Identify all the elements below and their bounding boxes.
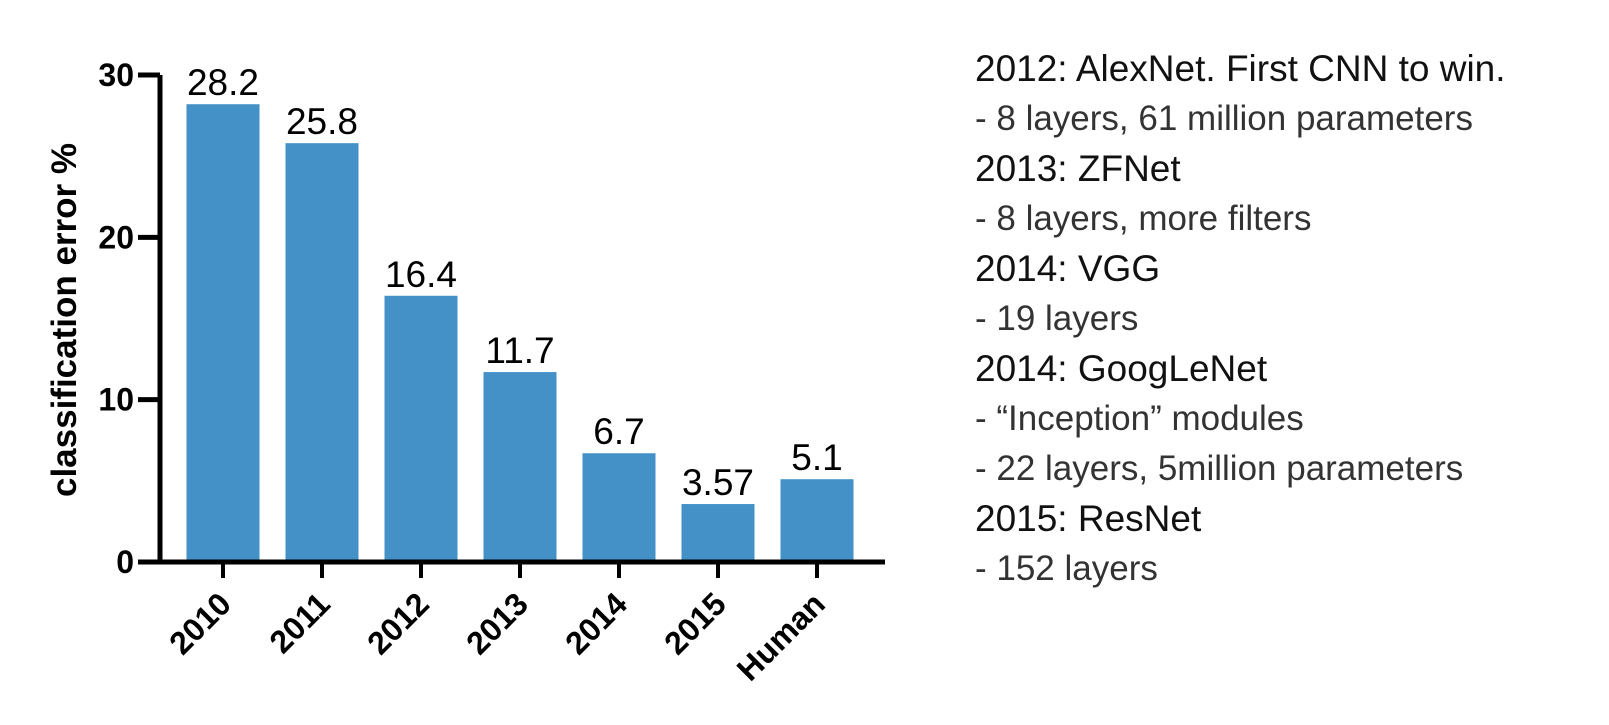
note-item: - 152 layers: [975, 549, 1158, 588]
note-item: - 8 layers, 61 million parameters: [975, 99, 1473, 138]
x-tick-label-human: Human: [730, 585, 832, 687]
note-heading: 2013: ZFNet: [975, 148, 1181, 189]
y-tick-label: 30: [98, 57, 134, 93]
y-tick-label: 0: [116, 544, 134, 580]
bar-human: [780, 479, 854, 562]
x-tick-label-2011: 2011: [262, 585, 337, 660]
note-heading: 2014: VGG: [975, 248, 1161, 289]
y-tick-label: 20: [98, 219, 134, 255]
x-tick-label-2012: 2012: [360, 585, 436, 661]
data-label-2011: 25.8: [286, 101, 358, 142]
bar-2011: [285, 143, 359, 562]
y-tick-label: 10: [98, 382, 134, 418]
data-label-2013: 11.7: [485, 330, 554, 371]
data-label-2015: 3.57: [682, 462, 754, 503]
bar-2010: [186, 104, 260, 562]
note-item: - 8 layers, more filters: [975, 199, 1312, 238]
y-axis-label: classification error %: [45, 143, 84, 497]
note-heading: 2012: AlexNet. First CNN to win.: [975, 48, 1506, 89]
note-item: - 22 layers, 5million parameters: [975, 449, 1464, 488]
data-label-human: 5.1: [791, 437, 842, 478]
data-label-2014: 6.7: [593, 411, 644, 452]
bar-2013: [483, 372, 557, 562]
note-item: - “Inception” modules: [975, 399, 1304, 438]
x-tick-label-2010: 2010: [162, 585, 238, 661]
x-tick-label-2015: 2015: [657, 585, 733, 661]
x-tick-label-2014: 2014: [558, 585, 634, 661]
bar-2015: [681, 504, 755, 562]
bar-2014: [582, 453, 656, 562]
data-label-2010: 28.2: [187, 62, 259, 103]
x-tick-label-2013: 2013: [459, 585, 535, 661]
data-label-2012: 16.4: [385, 254, 457, 295]
architecture-notes: 2012: AlexNet. First CNN to win. - 8 laye…: [975, 44, 1595, 594]
bar-chart: classification error % 28.2201025.820111…: [45, 57, 885, 688]
bar-2012: [384, 295, 458, 562]
note-item: - 19 layers: [975, 299, 1139, 338]
note-heading: 2014: GoogLeNet: [975, 348, 1268, 389]
note-heading: 2015: ResNet: [975, 498, 1202, 539]
